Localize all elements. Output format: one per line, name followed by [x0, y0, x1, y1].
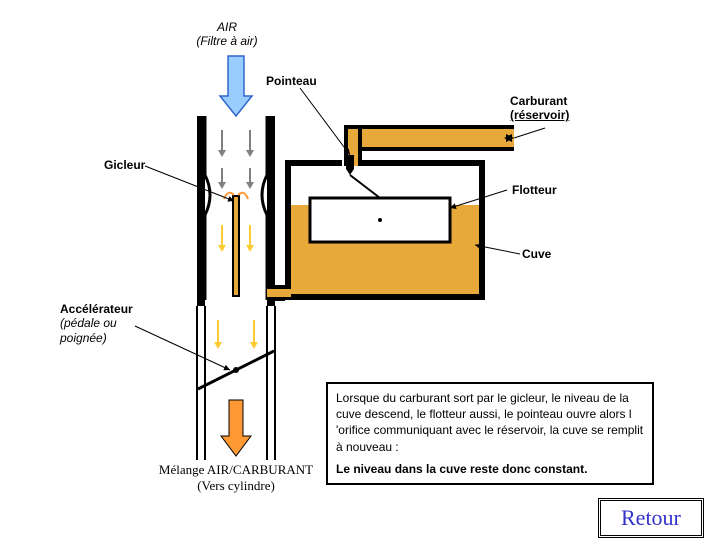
explanation-text: Lorsque du carburant sort par le gicleur… [336, 390, 644, 455]
retour-button[interactable]: Retour [598, 498, 704, 538]
air-label: AIR(Filtre à air) [182, 20, 272, 49]
accel-label: Accélérateur (pédale ou poignée) [60, 302, 133, 345]
melange-label: Mélange AIR/CARBURANT(Vers cylindre) [136, 462, 336, 493]
pointeau-label: Pointeau [266, 74, 317, 88]
cuve-label: Cuve [522, 247, 551, 261]
gicleur-label: Gicleur [104, 158, 145, 172]
explanation-box: Lorsque du carburant sort par le gicleur… [326, 382, 654, 485]
flotteur-label: Flotteur [512, 183, 557, 197]
carburant-label: Carburant(réservoir) [510, 94, 569, 123]
explanation-conclusion: Le niveau dans la cuve reste donc consta… [336, 461, 644, 477]
